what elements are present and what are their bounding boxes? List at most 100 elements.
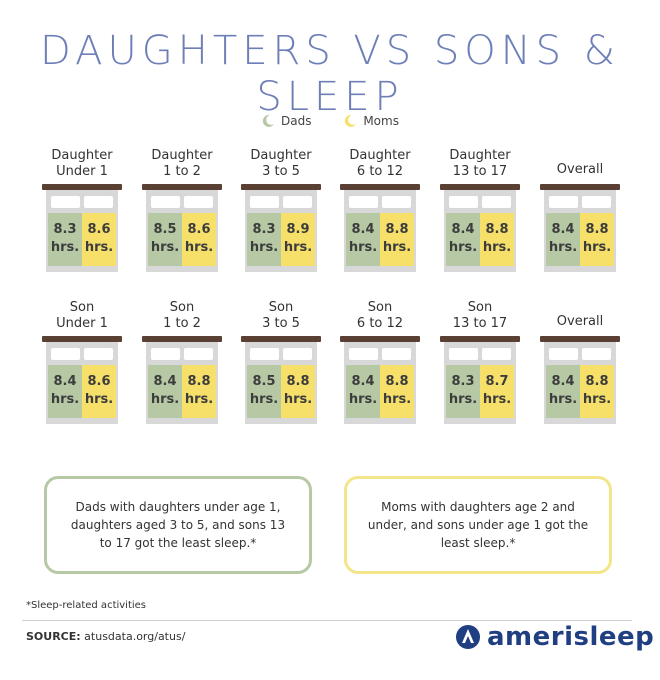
amerisleep-logo-icon xyxy=(456,625,480,649)
source: SOURCE: atusdata.org/atus/ xyxy=(26,630,185,643)
unit-label: hrs. xyxy=(382,240,412,255)
brand-logo: amerisleep xyxy=(455,622,654,652)
dad-value: 8.3 hrs. xyxy=(48,213,82,266)
dad-value: 8.5 hrs. xyxy=(247,365,281,418)
pillow-right xyxy=(382,196,411,208)
mom-value: 8.6 hrs. xyxy=(182,213,216,266)
unit-label: hrs. xyxy=(582,240,612,255)
mom-value: 8.8 hrs. xyxy=(281,365,315,418)
bed-headboard xyxy=(142,184,222,190)
legend-label-dads: Dads xyxy=(281,114,312,128)
bed-headboard xyxy=(241,336,321,342)
unit-label: hrs. xyxy=(348,392,378,407)
dad-hours: 8.4 xyxy=(153,374,177,389)
bed-cell: Daughter 6 to 12 8.4 hrs. 8.8 hrs. xyxy=(340,148,420,274)
bed-headboard xyxy=(440,336,520,342)
unit-label: hrs. xyxy=(482,240,512,255)
mom-hours: 8.6 xyxy=(87,222,111,237)
bed-frame: 8.4 hrs. 8.8 hrs. xyxy=(444,190,516,272)
bed-frame: 8.3 hrs. 8.7 hrs. xyxy=(444,342,516,424)
category-label: Daughter 6 to 12 xyxy=(349,148,411,179)
unit-label: hrs. xyxy=(548,392,578,407)
pillow-left xyxy=(51,348,80,360)
dad-value: 8.4 hrs. xyxy=(148,365,182,418)
pillow-left xyxy=(151,196,180,208)
mom-hours: 8.8 xyxy=(485,222,509,237)
mom-value: 8.7 hrs. xyxy=(480,365,514,418)
pillow-right xyxy=(84,348,113,360)
pillow-right xyxy=(482,196,511,208)
category-label: Daughter 1 to 2 xyxy=(151,148,213,179)
bed-headboard xyxy=(42,184,122,190)
mom-hours: 8.8 xyxy=(385,222,409,237)
bed-cell: Son Under 1 8.4 hrs. 8.6 hrs. xyxy=(42,300,122,426)
unit-label: hrs. xyxy=(482,392,512,407)
unit-label: hrs. xyxy=(150,392,180,407)
pillow-right xyxy=(283,196,312,208)
unit-label: hrs. xyxy=(283,392,313,407)
mom-value: 8.6 hrs. xyxy=(82,365,116,418)
unit-label: hrs. xyxy=(448,392,478,407)
mom-value: 8.8 hrs. xyxy=(380,365,414,418)
pillow-right xyxy=(184,348,213,360)
bed-headboard xyxy=(540,184,620,190)
dad-hours: 8.3 xyxy=(451,374,475,389)
pillow-left xyxy=(151,348,180,360)
footnote: *Sleep-related activities xyxy=(26,600,147,611)
pillow-left xyxy=(51,196,80,208)
bed-cell: Son 1 to 2 8.4 hrs. 8.8 hrs. xyxy=(142,300,222,426)
pillow-left xyxy=(449,196,478,208)
mom-hours: 8.8 xyxy=(585,374,609,389)
bed-frame: 8.4 hrs. 8.6 hrs. xyxy=(46,342,118,424)
unit-label: hrs. xyxy=(249,392,279,407)
dad-hours: 8.4 xyxy=(351,222,375,237)
dads-note-text: Dads with daughters under age 1, daughte… xyxy=(70,500,286,550)
unit-label: hrs. xyxy=(84,240,114,255)
unit-label: hrs. xyxy=(84,392,114,407)
bed-cell: Son 13 to 17 8.3 hrs. 8.7 hrs. xyxy=(440,300,520,426)
mom-hours: 8.8 xyxy=(585,222,609,237)
unit-label: hrs. xyxy=(348,240,378,255)
mom-hours: 8.8 xyxy=(286,374,310,389)
bed-cell: Son 3 to 5 8.5 hrs. 8.8 hrs. xyxy=(241,300,321,426)
bed-cell: Overall 8.4 hrs. 8.8 hrs. xyxy=(540,162,620,274)
dad-hours: 8.4 xyxy=(53,374,77,389)
dad-value: 8.4 hrs. xyxy=(48,365,82,418)
moms-note-box: Moms with daughters age 2 and under, and… xyxy=(344,476,612,574)
pillow-right xyxy=(582,196,611,208)
dad-hours: 8.5 xyxy=(252,374,276,389)
dad-value: 8.3 hrs. xyxy=(446,365,480,418)
pillow-right xyxy=(84,196,113,208)
bed-headboard xyxy=(340,336,420,342)
category-label: Son 13 to 17 xyxy=(452,300,508,331)
bed-headboard xyxy=(340,184,420,190)
dad-hours: 8.4 xyxy=(551,374,575,389)
category-label: Daughter Under 1 xyxy=(51,148,113,179)
dad-hours: 8.4 xyxy=(451,222,475,237)
legend-item-moms: Moms xyxy=(343,114,399,128)
dad-value: 8.4 hrs. xyxy=(346,213,380,266)
pillow-right xyxy=(283,348,312,360)
category-label: Son 1 to 2 xyxy=(163,300,201,331)
moon-icon xyxy=(262,114,275,127)
logo-text: amerisleep xyxy=(487,622,655,652)
mom-hours: 8.7 xyxy=(485,374,509,389)
pillow-left xyxy=(549,196,578,208)
mom-hours: 8.6 xyxy=(187,222,211,237)
dad-hours: 8.4 xyxy=(551,222,575,237)
unit-label: hrs. xyxy=(249,240,279,255)
pillow-right xyxy=(582,348,611,360)
moon-icon xyxy=(345,114,357,127)
unit-label: hrs. xyxy=(150,240,180,255)
mom-value: 8.8 hrs. xyxy=(380,213,414,266)
category-label: Overall xyxy=(556,314,604,329)
mom-hours: 8.9 xyxy=(286,222,310,237)
bed-cell: Overall 8.4 hrs. 8.8 hrs. xyxy=(540,314,620,426)
bed-frame: 8.4 hrs. 8.8 hrs. xyxy=(344,190,416,272)
dad-hours: 8.3 xyxy=(53,222,77,237)
bed-frame: 8.5 hrs. 8.8 hrs. xyxy=(245,342,317,424)
dad-value: 8.4 hrs. xyxy=(346,365,380,418)
dad-value: 8.4 hrs. xyxy=(446,213,480,266)
pillow-right xyxy=(382,348,411,360)
